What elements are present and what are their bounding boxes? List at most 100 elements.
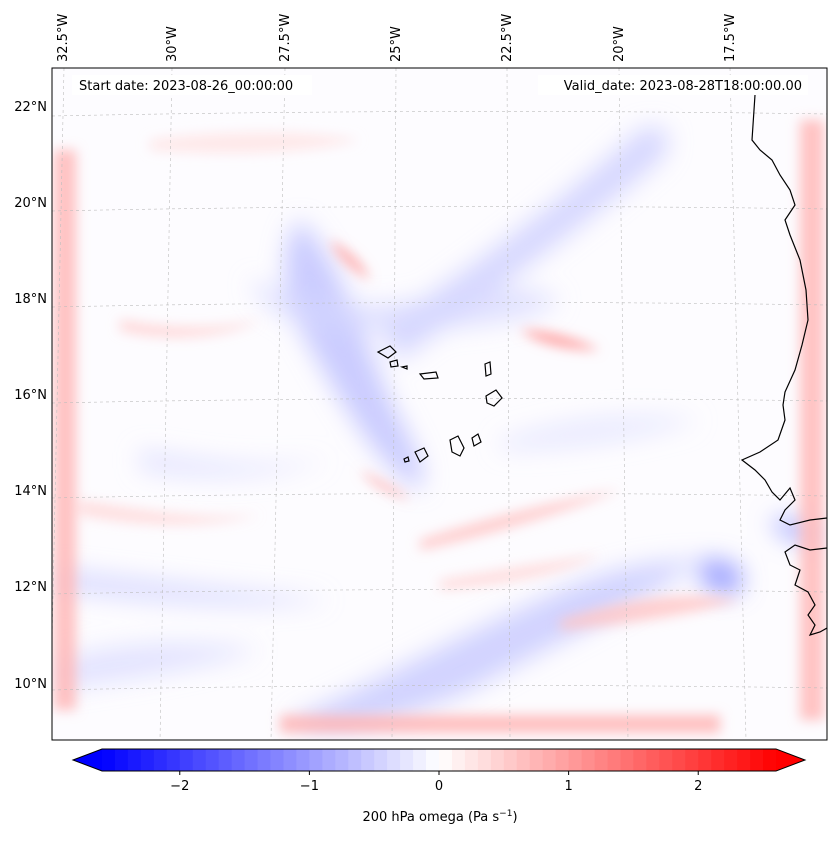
island-maio (471, 433, 482, 447)
lat-label: 22°N (14, 100, 47, 115)
colorbar: −2 −1 0 1 2 200 hPa omega (Pa s−1) (71, 748, 807, 825)
colorbar-cell (218, 749, 233, 771)
colorbar-cell (309, 749, 323, 771)
island-santa-luzia (399, 365, 408, 370)
colorbar-cell (672, 749, 686, 771)
omega-field (52, 68, 827, 740)
colorbar-cell (698, 749, 712, 771)
colorbar-cell (633, 749, 647, 771)
lon-label: 30°W (165, 26, 180, 62)
island-sao-nicolau (418, 371, 439, 380)
start-date-box (72, 75, 312, 95)
colorbar-cell (205, 749, 220, 771)
colorbar-tick-label: 1 (564, 779, 572, 794)
colorbar-cell (750, 749, 764, 771)
colorbar-cell (711, 749, 725, 771)
colorbar-cell (140, 749, 155, 771)
colorbar-cell (685, 749, 699, 771)
colorbar-cell (400, 749, 414, 771)
lat-label: 18°N (14, 292, 47, 307)
colorbar-cell (646, 749, 660, 771)
colorbar-cell (477, 749, 492, 771)
colorbar-cell (594, 749, 609, 771)
start-date-label: Start date: 2023-08-26_00:00:00 (79, 79, 293, 94)
lat-label: 20°N (14, 196, 47, 211)
island-santo-antao (376, 345, 397, 359)
cape-verde-islands (376, 345, 503, 463)
colorbar-cell (192, 749, 207, 771)
colorbar-title: 200 hPa omega (Pa s−1) (362, 809, 517, 825)
map-background (52, 68, 827, 740)
colorbar-cell (763, 749, 777, 771)
africa-coastline (740, 94, 827, 526)
colorbar-tick-label: −2 (170, 779, 189, 794)
island-brava (403, 456, 410, 463)
colorbar-cell (737, 749, 751, 771)
colorbar-extend-high (776, 749, 805, 771)
lon-label: 20°W (612, 26, 627, 62)
colorbar-cell (127, 749, 142, 771)
island-santiago (449, 435, 465, 457)
colorbar-cell (153, 749, 168, 771)
lat-label: 16°N (14, 388, 47, 403)
colorbar-outline (71, 748, 807, 772)
colorbar-extend-low (73, 749, 102, 771)
valid-date-label: Valid_date: 2023-08-28T18:00:00.00 (564, 79, 802, 94)
colorbar-cell (464, 749, 479, 771)
colorbar-cell (361, 749, 375, 771)
lon-label: 17.5°W (723, 14, 738, 62)
colorbar-cell (335, 749, 349, 771)
colorbar-cell (426, 749, 440, 771)
lat-label: 10°N (14, 677, 47, 692)
africa-coastline-south (784, 544, 827, 636)
colorbar-cell (283, 749, 298, 771)
colorbar-cell (244, 749, 259, 771)
lon-label: 32.5°W (56, 14, 71, 62)
colorbar-cell (451, 749, 466, 771)
colorbar-cell (166, 749, 181, 771)
colorbar-cell (490, 749, 505, 771)
colorbar-cells (73, 749, 805, 771)
colorbar-tick-label: 0 (435, 779, 443, 794)
colorbar-cell (620, 749, 635, 771)
colorbar-cell (542, 749, 557, 771)
island-fogo (414, 447, 429, 463)
colorbar-cell (413, 749, 427, 771)
omega-positive-areas (54, 120, 824, 733)
lon-label: 27.5°W (278, 14, 293, 62)
colorbar-cell (529, 749, 544, 771)
lon-label: 25°W (389, 26, 404, 62)
colorbar-cell (503, 749, 518, 771)
latitude-labels: 22°N 20°N 18°N 16°N 14°N 12°N 10°N (14, 100, 47, 692)
colorbar-tick-label: 2 (694, 779, 702, 794)
lat-label: 14°N (14, 484, 47, 499)
map-frame (51, 67, 828, 741)
colorbar-cell (348, 749, 362, 771)
island-sao-vicente (389, 359, 399, 368)
colorbar-cell (516, 749, 531, 771)
colorbar-cell (581, 749, 596, 771)
colorbar-cell (322, 749, 336, 771)
lon-label: 22.5°W (500, 14, 515, 62)
island-boa-vista (485, 389, 503, 407)
colorbar-cell (555, 749, 570, 771)
colorbar-cell (439, 749, 453, 771)
colorbar-cell (659, 749, 673, 771)
colorbar-cell (270, 749, 285, 771)
colorbar-cell (568, 749, 583, 771)
lat-label: 12°N (14, 580, 47, 595)
colorbar-cell (387, 749, 401, 771)
colorbar-cell (114, 749, 129, 771)
colorbar-cell (607, 749, 622, 771)
colorbar-cell (257, 749, 272, 771)
colorbar-cell (296, 749, 310, 771)
colorbar-tick-label: −1 (300, 779, 319, 794)
colorbar-ticks: −2 −1 0 1 2 (170, 771, 702, 794)
colorbar-cell (179, 749, 194, 771)
longitude-labels: 32.5°W 30°W 27.5°W 25°W 22.5°W 20°W 17.5… (56, 14, 738, 62)
colorbar-cell (231, 749, 246, 771)
colorbar-cell (374, 749, 388, 771)
colorbar-cell (724, 749, 738, 771)
